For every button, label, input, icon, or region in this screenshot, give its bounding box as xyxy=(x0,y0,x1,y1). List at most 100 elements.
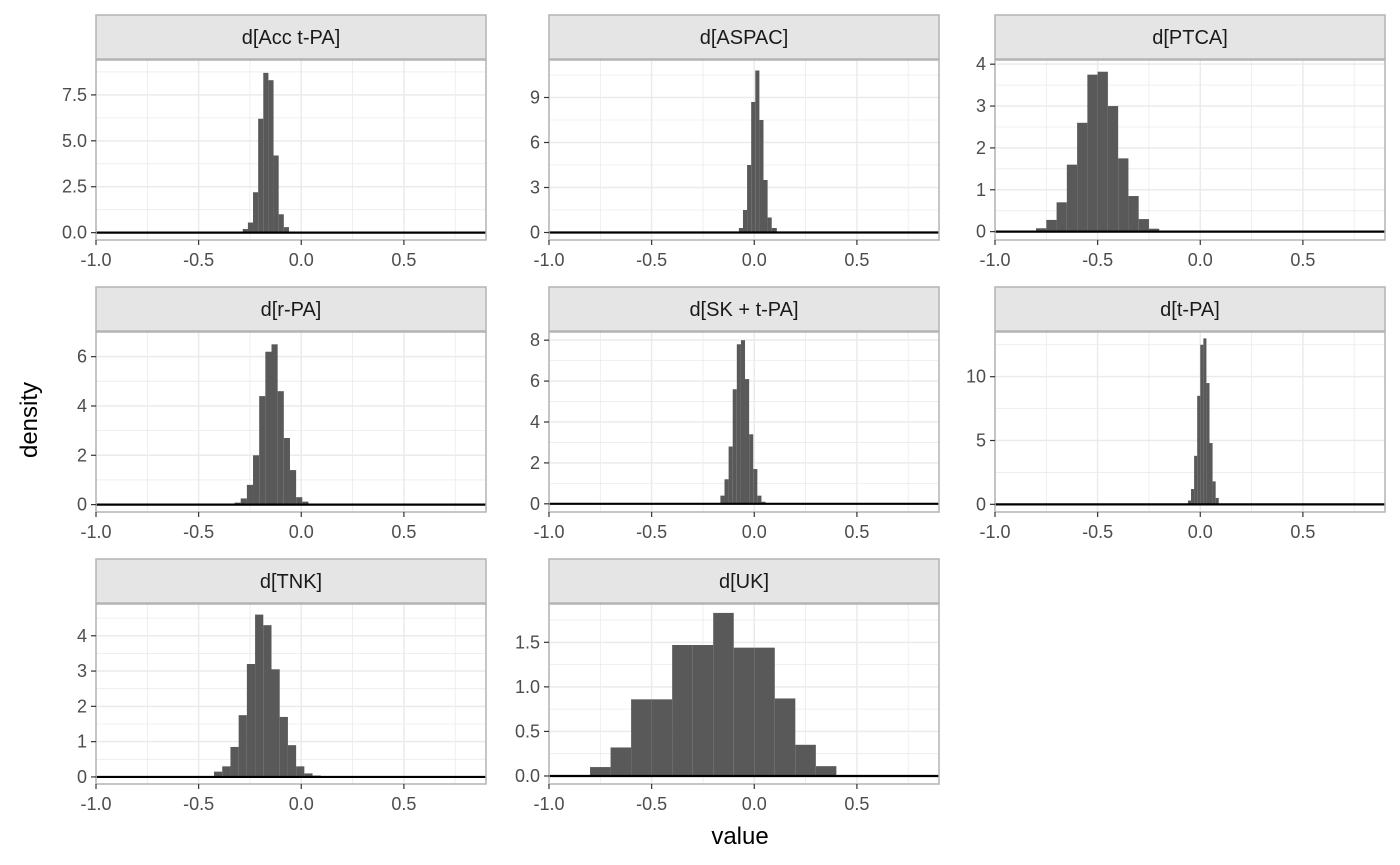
x-tick-label: -0.5 xyxy=(1082,250,1113,270)
facet-panel: d[PTCA] 0 1 2 3 4 -1.0 -0.5 0.0 0.5 xyxy=(976,14,1386,270)
histogram-bar xyxy=(302,501,309,505)
x-tick-label: 0.5 xyxy=(391,794,416,814)
y-tick-label: 1 xyxy=(77,732,87,752)
histogram-bar xyxy=(238,715,247,777)
facet-title: d[PTCA] xyxy=(1152,27,1228,49)
x-tick-label: 0.5 xyxy=(844,250,869,270)
histogram-bar xyxy=(1215,497,1219,505)
histogram-bar xyxy=(1036,228,1047,232)
x-tick-label: 0.5 xyxy=(1290,522,1315,542)
histogram-bar xyxy=(258,118,264,233)
facet-panel: d[TNK] 0 1 2 3 4 -1.0 -0.5 0.0 0.5 xyxy=(77,558,487,814)
histogram-bar xyxy=(253,192,259,233)
y-tick-label: 2 xyxy=(77,445,87,465)
histogram-bar xyxy=(1148,228,1160,232)
x-tick-label: -0.5 xyxy=(183,522,214,542)
x-tick-label: -0.5 xyxy=(636,250,667,270)
x-tick-label: -0.5 xyxy=(636,522,667,542)
x-tick-label: 0.0 xyxy=(742,794,767,814)
y-tick-label: 0 xyxy=(530,494,540,514)
x-tick-label: 0.0 xyxy=(1188,522,1213,542)
facet-panel: d[UK] 0.0 0.5 1.0 1.5 -1.0 -0.5 0.0 0.5 xyxy=(515,558,940,814)
x-tick-label: -0.5 xyxy=(1082,522,1113,542)
histogram-bar xyxy=(283,227,289,233)
x-tick-label: -1.0 xyxy=(80,522,111,542)
x-tick-label: -1.0 xyxy=(80,250,111,270)
facet-title: d[r-PA] xyxy=(261,299,322,321)
histogram-bar xyxy=(733,647,755,776)
facet-strip xyxy=(95,286,487,332)
histogram-bar xyxy=(242,228,248,233)
facet-strip xyxy=(994,286,1386,332)
histogram-bar xyxy=(763,180,768,233)
x-tick-label: 0.0 xyxy=(289,522,314,542)
histogram-bar xyxy=(742,210,748,233)
y-tick-label: 2 xyxy=(976,138,986,158)
facet-panel: d[ASPAC] 0 3 6 9 -1.0 -0.5 0.0 0.5 xyxy=(530,14,940,270)
facet-title: d[t-PA] xyxy=(1160,299,1220,321)
histogram-bar xyxy=(1187,500,1192,505)
y-tick-label: 2 xyxy=(77,696,87,716)
histogram-bar xyxy=(767,217,772,233)
y-tick-label: 0 xyxy=(77,767,87,787)
y-tick-label: 0 xyxy=(976,222,986,242)
histogram-bar xyxy=(246,484,254,505)
facet-title: d[SK + t-PA] xyxy=(689,299,798,321)
histogram-bar xyxy=(1118,158,1129,232)
histogram-bar xyxy=(759,120,764,233)
x-tick-label: -1.0 xyxy=(979,522,1010,542)
y-tick-label: 0.5 xyxy=(515,721,540,741)
panel-border xyxy=(95,331,487,513)
y-tick-label: 0 xyxy=(77,495,87,515)
histogram-bar xyxy=(259,396,266,505)
histogram-bar xyxy=(1087,74,1098,232)
histogram-bar xyxy=(755,70,760,233)
histogram-bar xyxy=(672,644,693,776)
plot-background xyxy=(995,60,1385,240)
histogram-bar xyxy=(1197,395,1201,505)
histogram-bar xyxy=(246,664,256,777)
histogram-bar xyxy=(1128,196,1139,232)
y-tick-label: 0 xyxy=(530,223,540,243)
histogram-bar xyxy=(253,455,260,505)
plot-background xyxy=(96,60,486,240)
x-tick-label: -0.5 xyxy=(636,794,667,814)
y-tick-label: 1.5 xyxy=(515,632,540,652)
facet-strip xyxy=(95,14,487,60)
histogram-bar xyxy=(747,165,752,233)
histogram-bar xyxy=(815,766,837,776)
facet-strip xyxy=(548,14,940,60)
x-tick-label: -1.0 xyxy=(80,794,111,814)
histogram-bar xyxy=(1206,383,1210,505)
x-tick-label: 0.0 xyxy=(289,794,314,814)
histogram-bar xyxy=(1191,489,1195,505)
x-tick-label: 0.5 xyxy=(844,522,869,542)
histogram-bar xyxy=(263,625,272,777)
histogram-bar xyxy=(273,155,279,233)
x-tick-label: 0.0 xyxy=(289,250,314,270)
histogram-bar xyxy=(279,716,288,777)
histogram-bar xyxy=(1194,455,1198,505)
facet-panel: d[SK + t-PA] 0 2 4 6 8 -1.0 -0.5 0.0 0.5 xyxy=(530,286,940,542)
histogram-bar xyxy=(1200,344,1204,505)
panel-border xyxy=(548,603,940,785)
histogram-bar xyxy=(1107,106,1119,232)
y-tick-label: 8 xyxy=(530,330,540,350)
y-tick-label: 0 xyxy=(976,494,986,514)
facet-title: d[TNK] xyxy=(260,571,322,593)
histogram-bar xyxy=(753,469,758,504)
histogram-bar xyxy=(1138,219,1149,232)
y-tick-label: 6 xyxy=(530,371,540,391)
panel-border xyxy=(95,603,487,785)
histogram-bar xyxy=(1066,164,1078,232)
x-axis-title: value xyxy=(711,823,768,850)
y-tick-label: 4 xyxy=(77,396,87,416)
y-tick-label: 0.0 xyxy=(62,223,87,243)
facet-panel: d[r-PA] 0 2 4 6 -1.0 -0.5 0.0 0.5 xyxy=(77,286,487,542)
histogram-bar xyxy=(263,72,269,233)
y-tick-label: 3 xyxy=(530,178,540,198)
histogram-bar xyxy=(255,614,264,777)
histogram-bar xyxy=(278,214,284,233)
histogram-bar xyxy=(713,612,734,776)
